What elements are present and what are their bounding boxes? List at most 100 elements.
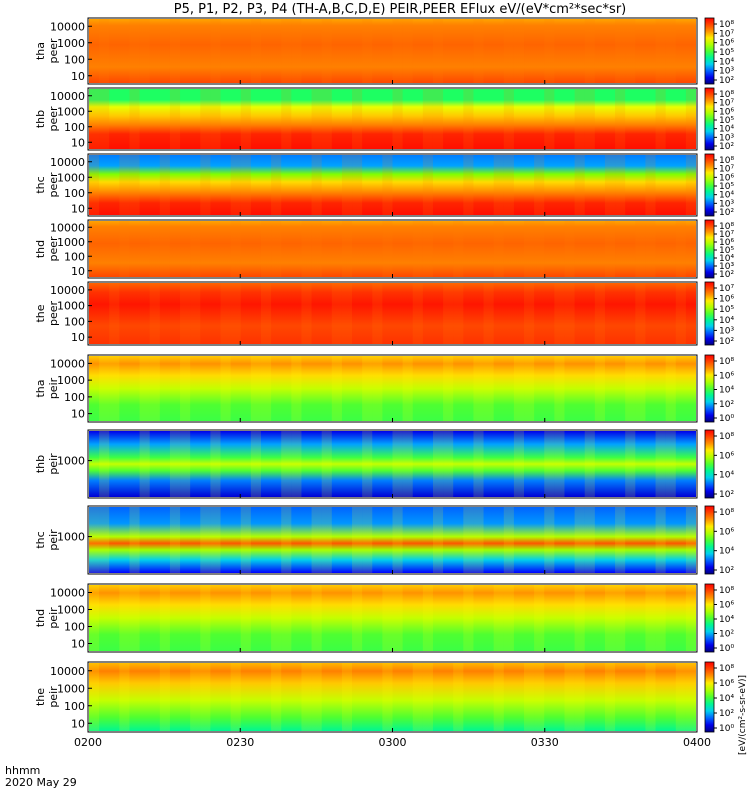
heatmap-column (311, 507, 322, 573)
panel-probe-label: thb (34, 110, 47, 128)
heatmap-column (99, 19, 110, 83)
heatmap-column (119, 585, 130, 651)
heatmap-column (422, 663, 433, 731)
heatmap-column (534, 155, 545, 215)
colorbar-tick-label: 10⁶ (719, 238, 734, 248)
colorbar-tick-label: 10² (719, 337, 734, 347)
heatmap-column (483, 283, 494, 344)
x-axis-label-hhmm: hhmm (5, 764, 40, 777)
colorbar-tick-label: 10⁸ (719, 508, 734, 518)
heatmap-column (524, 663, 535, 731)
heatmap-column (443, 356, 454, 421)
colorbar (704, 661, 715, 733)
heatmap-column (372, 356, 383, 421)
heatmap-thb-peir (89, 431, 696, 497)
heatmap-column (655, 19, 666, 83)
heatmap-column (149, 356, 160, 421)
heatmap-column (675, 221, 686, 277)
heatmap-column (89, 585, 100, 651)
heatmap-column (271, 585, 282, 651)
panel-probe-label: thc (34, 176, 47, 193)
heatmap-column (604, 155, 616, 215)
heatmap-column (503, 585, 514, 651)
heatmap-column (463, 155, 474, 215)
heatmap-column (402, 431, 413, 497)
heatmap-thd-peir (89, 585, 696, 651)
x-axis: 0200 0230 0300 0330 0400 (74, 80, 711, 749)
heatmap-column (260, 356, 272, 421)
y-tick-label: 1000 (57, 236, 85, 249)
y-tick-label: 1000 (57, 455, 85, 468)
y-tick-label: 1000 (57, 682, 85, 695)
heatmap-column (281, 507, 292, 573)
heatmap-column (615, 585, 626, 651)
heatmap-column (625, 431, 636, 497)
heatmap-column (392, 507, 403, 573)
heatmap-column (321, 19, 332, 83)
heatmap-column (493, 221, 504, 277)
colorbar-tick-label: 10⁵ (719, 246, 734, 256)
heatmap-column (341, 221, 353, 277)
heatmap-column (200, 89, 211, 149)
heatmap-column (615, 507, 626, 573)
heatmap-column (271, 663, 282, 731)
y-tick-label: 1000 (57, 105, 85, 118)
y-tick-label: 10000 (50, 587, 85, 600)
heatmap-column (422, 89, 433, 149)
heatmap-column (503, 19, 514, 83)
heatmap-column (463, 89, 474, 149)
heatmap-column (190, 663, 201, 731)
heatmap-column (685, 507, 696, 573)
heatmap-column (645, 221, 656, 277)
y-tick-label: 10 (71, 331, 85, 344)
heatmap-column (584, 19, 595, 83)
panel-probe-label: thb (34, 455, 47, 473)
colorbar-tick-label: 10⁷ (719, 230, 734, 240)
heatmap-column (544, 19, 555, 83)
colorbar-tick-label: 10⁷ (719, 284, 734, 294)
colorbar-tick-label: 10⁸ (719, 156, 734, 166)
heatmap-column (139, 356, 150, 421)
colorbar-tick-label: 10⁴ (719, 57, 734, 67)
heatmap-column (362, 431, 373, 497)
heatmap-column (584, 431, 595, 497)
y-tick-label: 1000 (57, 37, 85, 50)
heatmap-column (584, 89, 595, 149)
heatmap-column (615, 89, 626, 149)
y-tick-label: 10000 (50, 357, 85, 370)
heatmap-column (635, 356, 646, 421)
heatmap-column (685, 89, 696, 149)
heatmap-column (89, 89, 100, 149)
panel-thc-peer: 10000 1000 100 10 thc peer 10⁸10⁷10⁶10⁵10⁴10³1… (34, 153, 734, 218)
heatmap-column (169, 507, 181, 573)
heatmap-column (382, 585, 393, 651)
heatmap-column (453, 283, 464, 344)
colorbar-tick-label: 10⁸ (719, 20, 734, 30)
heatmap-column (432, 89, 444, 149)
colorbar-tick-label: 10³ (719, 326, 734, 336)
heatmap-column (513, 19, 525, 83)
heatmap-column (352, 89, 363, 149)
heatmap-column (311, 89, 322, 149)
heatmap-column (645, 663, 656, 731)
panel-probe-label: tha (34, 379, 47, 397)
heatmap-column (129, 89, 140, 149)
colorbar-tick-label: 10⁴ (719, 471, 734, 481)
heatmap-column (453, 221, 464, 277)
heatmap-column (321, 431, 332, 497)
heatmap-column (99, 431, 110, 497)
heatmap-column (291, 19, 302, 83)
heatmap-column (311, 221, 322, 277)
colorbar-tick-label: 10³ (719, 67, 734, 77)
colorbar-tick-label: 10⁰ (719, 414, 734, 424)
colorbar-tick-label: 10⁶ (719, 527, 734, 537)
panel-thd-peir: 10000 1000 100 10 thd peir 10⁸ 10⁶ 10⁴ 10² 10⁰ (34, 583, 734, 654)
colorbar-tick-label: 10⁶ (719, 173, 734, 183)
colorbar-tick-label: 10⁰ (719, 724, 734, 734)
colorbar (704, 583, 715, 653)
heatmap-column (574, 89, 585, 149)
heatmap-column (169, 89, 181, 149)
heatmap-column (554, 431, 565, 497)
heatmap-column (655, 431, 666, 497)
